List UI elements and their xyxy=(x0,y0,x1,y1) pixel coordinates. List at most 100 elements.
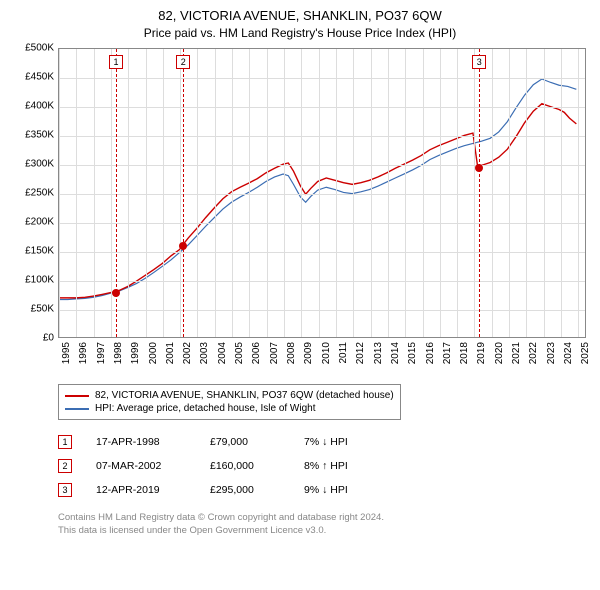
y-tick-label: £500K xyxy=(25,43,54,54)
series-line xyxy=(59,79,576,300)
gridline-vertical xyxy=(474,49,475,337)
y-tick-label: £50K xyxy=(31,304,54,315)
x-tick-label: 2008 xyxy=(286,342,297,364)
gridline-horizontal xyxy=(59,136,585,137)
transaction-row-marker: 3 xyxy=(58,483,72,497)
transaction-marker: 1 xyxy=(109,55,123,69)
x-tick-label: 2017 xyxy=(442,342,453,364)
gridline-vertical xyxy=(128,49,129,337)
gridline-vertical xyxy=(405,49,406,337)
gridline-vertical xyxy=(215,49,216,337)
x-tick-label: 2025 xyxy=(580,342,591,364)
gridline-vertical xyxy=(561,49,562,337)
transaction-point xyxy=(475,164,483,172)
transaction-table: 117-APR-1998£79,0007% ↓ HPI207-MAR-2002£… xyxy=(58,430,590,502)
legend-swatch xyxy=(65,408,89,410)
gridline-vertical xyxy=(94,49,95,337)
transaction-marker: 3 xyxy=(472,55,486,69)
y-tick-label: £200K xyxy=(25,217,54,228)
gridline-horizontal xyxy=(59,252,585,253)
gridline-vertical xyxy=(232,49,233,337)
gridline-vertical xyxy=(163,49,164,337)
gridline-horizontal xyxy=(59,310,585,311)
gridline-vertical xyxy=(284,49,285,337)
x-tick-label: 1999 xyxy=(130,342,141,364)
y-tick-label: £0 xyxy=(43,333,54,344)
gridline-vertical xyxy=(59,49,60,337)
gridline-vertical xyxy=(197,49,198,337)
x-tick-label: 2001 xyxy=(165,342,176,364)
transaction-row: 2 07-MAR-2002 £160,000 8% ↑ HPI xyxy=(58,454,590,478)
plot-area: 1 2 3 xyxy=(58,48,586,338)
chart-title: 82, VICTORIA AVENUE, SHANKLIN, PO37 6QW xyxy=(10,8,590,23)
legend-label: 82, VICTORIA AVENUE, SHANKLIN, PO37 6QW … xyxy=(95,390,394,401)
x-tick-label: 2024 xyxy=(563,342,574,364)
x-tick-label: 2014 xyxy=(390,342,401,364)
gridline-vertical xyxy=(146,49,147,337)
y-tick-label: £100K xyxy=(25,275,54,286)
y-tick-label: £400K xyxy=(25,101,54,112)
gridline-vertical xyxy=(319,49,320,337)
x-tick-label: 2011 xyxy=(338,342,349,364)
x-axis: 1995199619971998199920002001200220032004… xyxy=(58,340,586,378)
legend-label: HPI: Average price, detached house, Isle… xyxy=(95,403,316,414)
gridline-vertical xyxy=(423,49,424,337)
series-line xyxy=(59,104,576,298)
chart-subtitle: Price paid vs. HM Land Registry's House … xyxy=(10,26,590,40)
footer-attribution: Contains HM Land Registry data © Crown c… xyxy=(58,512,590,538)
x-tick-label: 2013 xyxy=(373,342,384,364)
x-tick-label: 2006 xyxy=(251,342,262,364)
gridline-vertical xyxy=(336,49,337,337)
gridline-vertical xyxy=(371,49,372,337)
transaction-row: 312-APR-2019£295,0009% ↓ HPI xyxy=(58,478,590,502)
transaction-diff: 8% ↑ HPI xyxy=(304,460,394,472)
x-tick-label: 2009 xyxy=(303,342,314,364)
transaction-row-marker: 2 xyxy=(58,459,72,473)
chart-area: £0£50K£100K£150K£200K£250K£300K£350K£400… xyxy=(10,48,590,378)
transaction-date: 17-APR-1998 xyxy=(96,436,186,448)
x-tick-label: 2003 xyxy=(199,342,210,364)
transaction-marker: 2 xyxy=(176,55,190,69)
x-tick-label: 1996 xyxy=(78,342,89,364)
x-tick-label: 2015 xyxy=(407,342,418,364)
x-tick-label: 2019 xyxy=(476,342,487,364)
legend: 82, VICTORIA AVENUE, SHANKLIN, PO37 6QW … xyxy=(58,384,401,420)
gridline-horizontal xyxy=(59,78,585,79)
x-tick-label: 2021 xyxy=(511,342,522,364)
transaction-row: 117-APR-1998£79,0007% ↓ HPI xyxy=(58,430,590,454)
gridline-vertical xyxy=(440,49,441,337)
gridline-horizontal xyxy=(59,223,585,224)
x-tick-label: 2010 xyxy=(321,342,332,364)
transaction-date: 07-MAR-2002 xyxy=(96,460,186,472)
x-tick-label: 2023 xyxy=(546,342,557,364)
gridline-vertical xyxy=(526,49,527,337)
transaction-diff: 9% ↓ HPI xyxy=(304,484,394,496)
footer-line-2: This data is licensed under the Open Gov… xyxy=(58,525,590,538)
y-tick-label: £300K xyxy=(25,159,54,170)
x-tick-label: 1998 xyxy=(113,342,124,364)
x-tick-label: 2016 xyxy=(425,342,436,364)
gridline-vertical xyxy=(301,49,302,337)
transaction-price: £79,000 xyxy=(210,436,280,448)
x-tick-label: 2007 xyxy=(269,342,280,364)
x-tick-label: 2020 xyxy=(494,342,505,364)
gridline-horizontal xyxy=(59,281,585,282)
x-tick-label: 1995 xyxy=(61,342,72,364)
gridline-vertical xyxy=(249,49,250,337)
transaction-price: £295,000 xyxy=(210,484,280,496)
gridline-vertical xyxy=(180,49,181,337)
transaction-price: £160,000 xyxy=(210,460,280,472)
legend-item: HPI: Average price, detached house, Isle… xyxy=(65,402,394,415)
y-tick-label: £150K xyxy=(25,246,54,257)
x-tick-label: 2004 xyxy=(217,342,228,364)
x-tick-label: 2000 xyxy=(148,342,159,364)
legend-swatch xyxy=(65,395,89,397)
x-tick-label: 2022 xyxy=(528,342,539,364)
x-tick-label: 2018 xyxy=(459,342,470,364)
gridline-horizontal xyxy=(59,107,585,108)
gridline-vertical xyxy=(353,49,354,337)
x-tick-label: 2002 xyxy=(182,342,193,364)
x-tick-label: 2005 xyxy=(234,342,245,364)
gridline-vertical xyxy=(457,49,458,337)
gridline-horizontal xyxy=(59,194,585,195)
